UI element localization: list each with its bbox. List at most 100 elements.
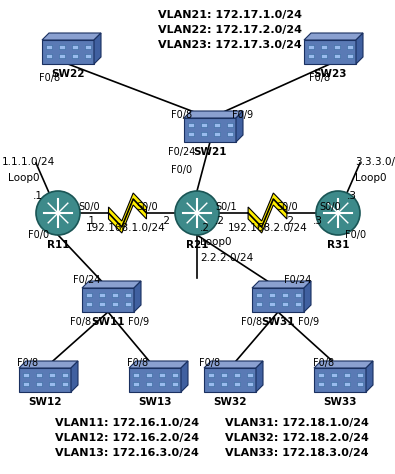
Polygon shape bbox=[19, 368, 71, 392]
Text: F0/24: F0/24 bbox=[167, 147, 195, 157]
Polygon shape bbox=[71, 361, 78, 392]
Text: 192.168.2.0/24: 192.168.2.0/24 bbox=[228, 223, 308, 233]
Text: 2.2.2.0/24: 2.2.2.0/24 bbox=[200, 253, 253, 263]
Text: R21: R21 bbox=[186, 240, 208, 250]
FancyBboxPatch shape bbox=[49, 373, 55, 377]
FancyBboxPatch shape bbox=[188, 123, 194, 127]
Polygon shape bbox=[94, 33, 101, 64]
FancyBboxPatch shape bbox=[49, 382, 55, 386]
FancyBboxPatch shape bbox=[132, 382, 139, 386]
FancyBboxPatch shape bbox=[124, 301, 130, 306]
Text: F0/8: F0/8 bbox=[313, 358, 334, 368]
Text: .3: .3 bbox=[347, 191, 357, 201]
FancyBboxPatch shape bbox=[58, 45, 64, 49]
Text: .1: .1 bbox=[33, 191, 43, 201]
FancyBboxPatch shape bbox=[331, 373, 337, 377]
Text: S0/0: S0/0 bbox=[136, 202, 158, 212]
Text: 192.168.1.0/24: 192.168.1.0/24 bbox=[86, 223, 166, 233]
FancyBboxPatch shape bbox=[71, 45, 77, 49]
Polygon shape bbox=[304, 281, 311, 312]
FancyBboxPatch shape bbox=[333, 54, 339, 58]
Polygon shape bbox=[236, 111, 243, 142]
FancyBboxPatch shape bbox=[233, 382, 239, 386]
FancyBboxPatch shape bbox=[111, 293, 117, 297]
FancyBboxPatch shape bbox=[85, 54, 90, 58]
FancyBboxPatch shape bbox=[132, 373, 139, 377]
Text: SW23: SW23 bbox=[313, 69, 347, 79]
FancyBboxPatch shape bbox=[145, 382, 152, 386]
Polygon shape bbox=[204, 361, 263, 368]
Text: SW33: SW33 bbox=[323, 397, 357, 407]
FancyBboxPatch shape bbox=[320, 45, 327, 49]
Text: F0/9: F0/9 bbox=[232, 110, 253, 120]
FancyBboxPatch shape bbox=[256, 293, 261, 297]
Text: .2: .2 bbox=[200, 223, 210, 233]
Text: .3: .3 bbox=[313, 216, 323, 226]
Text: F0/24: F0/24 bbox=[284, 275, 311, 285]
Text: F0/0: F0/0 bbox=[28, 230, 49, 240]
FancyBboxPatch shape bbox=[58, 54, 64, 58]
FancyBboxPatch shape bbox=[171, 382, 177, 386]
Text: 1.1.1.0/24: 1.1.1.0/24 bbox=[2, 157, 55, 167]
Text: F0/8: F0/8 bbox=[309, 73, 330, 83]
Text: VLAN11: 172.16.1.0/24
VLAN12: 172.16.2.0/24
VLAN13: 172.16.3.0/24: VLAN11: 172.16.1.0/24 VLAN12: 172.16.2.0… bbox=[55, 418, 199, 457]
FancyBboxPatch shape bbox=[357, 373, 363, 377]
FancyBboxPatch shape bbox=[201, 132, 207, 136]
FancyBboxPatch shape bbox=[145, 373, 152, 377]
Polygon shape bbox=[134, 281, 141, 312]
Polygon shape bbox=[252, 288, 304, 312]
FancyBboxPatch shape bbox=[36, 373, 41, 377]
Polygon shape bbox=[42, 33, 101, 40]
FancyBboxPatch shape bbox=[207, 382, 214, 386]
FancyBboxPatch shape bbox=[98, 293, 105, 297]
Polygon shape bbox=[19, 361, 78, 368]
FancyBboxPatch shape bbox=[23, 373, 28, 377]
Polygon shape bbox=[304, 40, 356, 64]
FancyBboxPatch shape bbox=[207, 373, 214, 377]
FancyBboxPatch shape bbox=[331, 382, 337, 386]
FancyBboxPatch shape bbox=[344, 373, 350, 377]
Text: F0/8: F0/8 bbox=[39, 73, 60, 83]
Text: R11: R11 bbox=[47, 240, 69, 250]
FancyBboxPatch shape bbox=[158, 382, 164, 386]
Text: F0/9: F0/9 bbox=[298, 317, 319, 327]
Text: F0/24: F0/24 bbox=[73, 275, 100, 285]
Text: 3.3.3.0/24: 3.3.3.0/24 bbox=[355, 157, 395, 167]
Polygon shape bbox=[366, 361, 373, 392]
Text: F0/8: F0/8 bbox=[171, 110, 192, 120]
Text: S0/0: S0/0 bbox=[319, 202, 340, 212]
Text: F0/0: F0/0 bbox=[171, 165, 192, 175]
Text: F0/8: F0/8 bbox=[199, 358, 220, 368]
Text: Loop0: Loop0 bbox=[8, 173, 40, 183]
Text: F0/9: F0/9 bbox=[128, 317, 149, 327]
FancyBboxPatch shape bbox=[23, 382, 28, 386]
FancyBboxPatch shape bbox=[171, 373, 177, 377]
FancyBboxPatch shape bbox=[346, 45, 352, 49]
Text: Loop0: Loop0 bbox=[200, 237, 231, 247]
FancyBboxPatch shape bbox=[318, 382, 324, 386]
FancyBboxPatch shape bbox=[45, 54, 51, 58]
FancyBboxPatch shape bbox=[45, 45, 51, 49]
Text: F0/8: F0/8 bbox=[70, 317, 91, 327]
FancyBboxPatch shape bbox=[269, 293, 275, 297]
FancyBboxPatch shape bbox=[233, 373, 239, 377]
FancyBboxPatch shape bbox=[295, 301, 301, 306]
Text: SW12: SW12 bbox=[28, 397, 62, 407]
Text: SW11: SW11 bbox=[91, 317, 125, 327]
Polygon shape bbox=[252, 281, 311, 288]
FancyBboxPatch shape bbox=[214, 123, 220, 127]
FancyBboxPatch shape bbox=[62, 373, 68, 377]
Polygon shape bbox=[42, 40, 94, 64]
Text: F0/8: F0/8 bbox=[127, 358, 148, 368]
Text: .2: .2 bbox=[215, 216, 225, 226]
FancyBboxPatch shape bbox=[246, 373, 252, 377]
FancyBboxPatch shape bbox=[62, 382, 68, 386]
Polygon shape bbox=[304, 33, 363, 40]
FancyBboxPatch shape bbox=[246, 382, 252, 386]
Circle shape bbox=[316, 191, 360, 235]
Text: SW22: SW22 bbox=[51, 69, 85, 79]
FancyBboxPatch shape bbox=[98, 301, 105, 306]
Polygon shape bbox=[82, 281, 141, 288]
Text: F0/8: F0/8 bbox=[241, 317, 262, 327]
FancyBboxPatch shape bbox=[85, 293, 92, 297]
